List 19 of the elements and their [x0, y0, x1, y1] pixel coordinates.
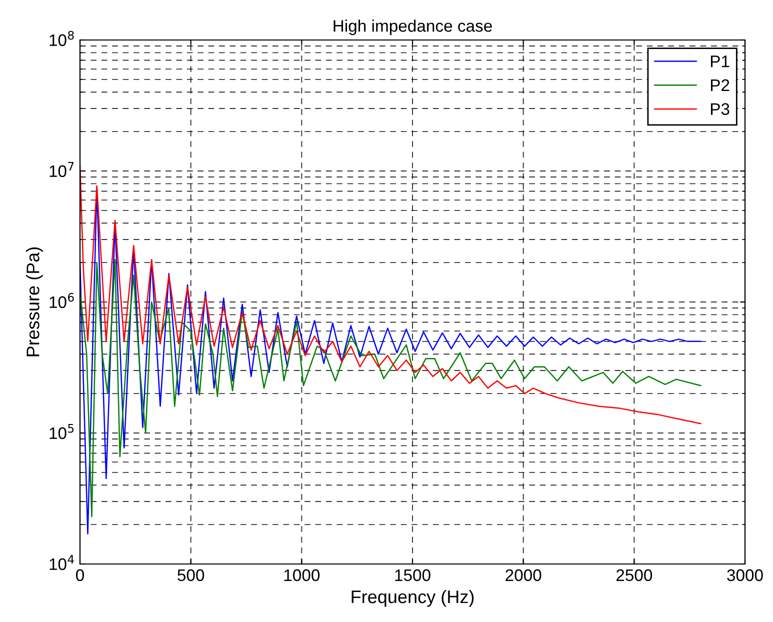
y-tick-label: 10$^{8}$ — [50, 30, 74, 46]
legend-label: P2 — [710, 79, 730, 91]
x-tick-label: 3000 — [727, 569, 763, 582]
x-tick-label: 2500 — [616, 569, 652, 582]
x-tick-label: 1000 — [284, 569, 320, 582]
x-tick-label: 1500 — [395, 569, 430, 582]
chart-title: High impedance case — [334, 20, 492, 36]
y-tick-label: 10$^{6}$ — [50, 292, 74, 308]
y-tick-label: 10$^{5}$ — [50, 424, 74, 440]
x-axis-title: Frequency (Hz) — [352, 590, 474, 607]
y-tick-label: 10$^{7}$ — [50, 162, 74, 178]
x-tick-label: 500 — [178, 569, 204, 582]
line-series — [80, 259, 702, 518]
legend-label: P3 — [710, 103, 730, 115]
x-tick-label: 0 — [76, 569, 84, 582]
y-tick-label: 10$^{4}$ — [50, 555, 74, 570]
x-tick-label: 2000 — [506, 569, 542, 582]
legend-label: P1 — [710, 56, 730, 68]
y-axis-title: Pressure (Pa) — [26, 247, 43, 356]
